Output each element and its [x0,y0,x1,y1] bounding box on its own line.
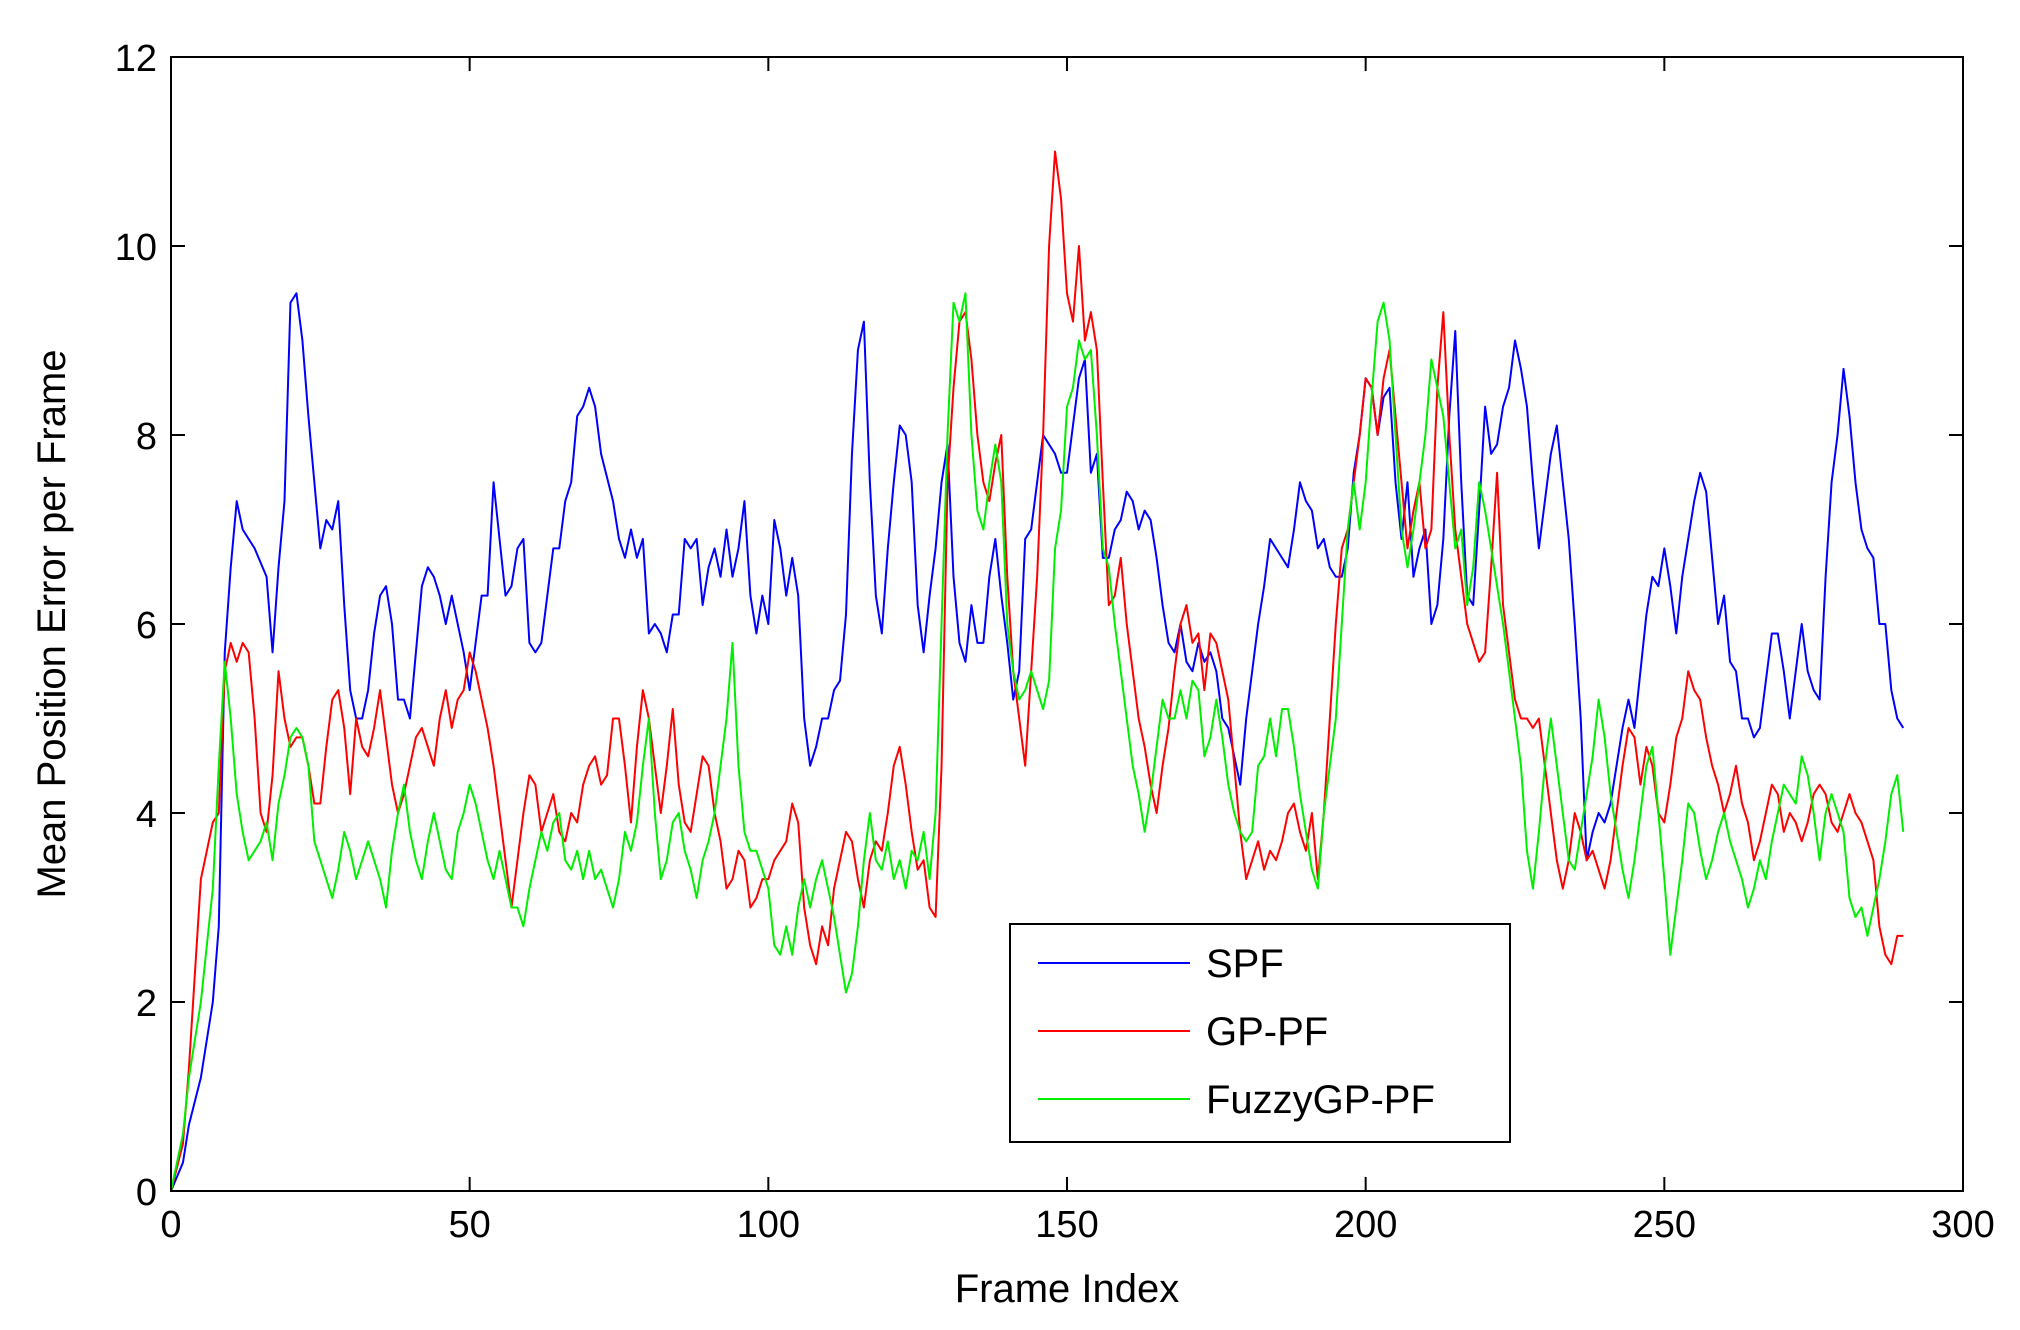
x-tick-label-0: 0 [160,1204,181,1246]
x-tick-label-50: 50 [449,1204,491,1246]
series-line-fuzzygp-pf [170,292,1905,1192]
y-tick-label-10: 10 [115,227,157,269]
legend-label-fuzzygp-pf: FuzzyGP-PF [1206,1078,1435,1122]
legend-box [1009,923,1511,1143]
x-tick-label-100: 100 [737,1204,800,1246]
y-axis-title: Mean Position Error per Frame [30,349,74,898]
y-tick-label-6: 6 [136,605,157,647]
y-tick-label-12: 12 [115,38,157,80]
y-tick-label-8: 8 [136,416,157,458]
series-line-gp-pf [170,150,1904,1192]
x-tick-label-250: 250 [1633,1204,1696,1246]
y-tick-label-2: 2 [136,983,157,1025]
x-tick-label-300: 300 [1931,1204,1994,1246]
legend: SPF GP-PF FuzzyGP-PF [1009,923,1511,1143]
x-tick-label-150: 150 [1035,1204,1098,1246]
legend-label-spf: SPF [1206,942,1284,986]
y-tick-label-4: 4 [136,794,157,836]
x-axis-ticks: 0 50 100 150 200 250 300 [160,57,1995,1246]
y-axis-ticks: 0 2 4 6 8 10 12 [115,38,1963,1214]
series-lines [170,150,1905,1192]
x-axis-title: Frame Index [955,1267,1180,1311]
x-tick-label-200: 200 [1334,1204,1397,1246]
y-tick-label-0: 0 [136,1172,157,1214]
legend-label-gp-pf: GP-PF [1206,1010,1328,1054]
